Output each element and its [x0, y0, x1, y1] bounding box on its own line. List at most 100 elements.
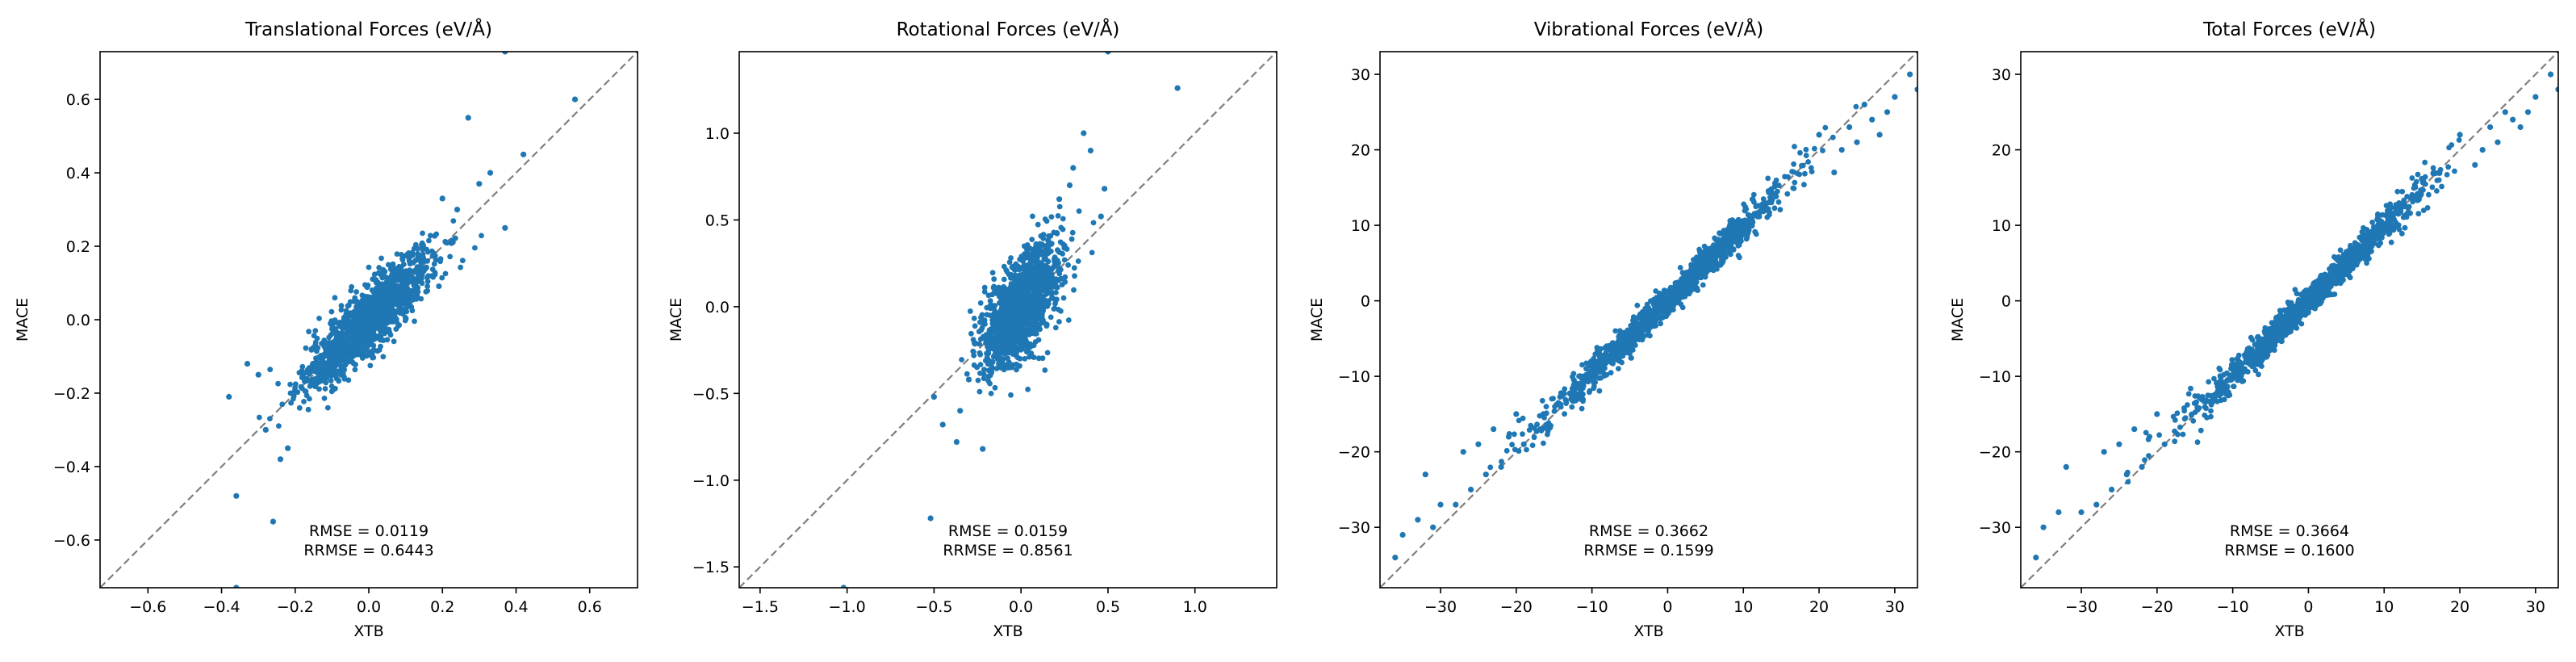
data-point — [1018, 287, 1025, 294]
data-point — [1042, 298, 1048, 304]
data-point — [1593, 358, 1600, 365]
data-point — [1591, 383, 1597, 389]
data-point — [1679, 280, 1686, 286]
data-point — [380, 323, 387, 329]
data-point — [343, 345, 349, 350]
data-point — [330, 387, 337, 392]
data-point — [306, 365, 312, 371]
data-point — [344, 340, 350, 346]
data-point — [1010, 329, 1016, 336]
data-point — [385, 292, 391, 299]
data-point — [1799, 162, 1804, 169]
data-point — [2177, 424, 2183, 430]
y-tick-label: 10 — [1351, 217, 1370, 235]
data-point — [1071, 287, 1077, 293]
x-tick-label: 1.0 — [1183, 598, 1207, 616]
data-point — [1791, 186, 1797, 191]
data-point — [1012, 293, 1018, 300]
data-point — [306, 371, 312, 377]
data-point — [458, 264, 463, 270]
data-point — [2436, 177, 2442, 183]
data-point — [1052, 298, 1059, 304]
data-point — [1713, 265, 1720, 271]
data-point — [364, 305, 370, 311]
data-point — [386, 279, 392, 284]
data-point — [351, 336, 358, 342]
data-point — [412, 288, 418, 295]
data-point — [1039, 284, 1045, 291]
data-point — [1040, 232, 1047, 237]
data-point — [1580, 379, 1587, 386]
data-point — [1050, 275, 1056, 282]
data-point — [1061, 242, 1068, 249]
data-point — [1045, 270, 1052, 276]
data-point — [1068, 236, 1075, 242]
data-point — [366, 335, 372, 341]
data-point — [990, 318, 996, 324]
data-point — [1001, 263, 1007, 270]
data-point — [341, 349, 347, 354]
data-point — [1415, 517, 1421, 523]
data-point — [338, 303, 345, 309]
data-point — [267, 416, 273, 421]
data-point — [1031, 301, 1036, 308]
data-point — [1487, 464, 1494, 471]
data-point — [1043, 289, 1050, 295]
data-point — [1771, 183, 1778, 190]
data-point — [1604, 346, 1610, 353]
data-point — [1011, 287, 1017, 293]
data-point — [1736, 234, 1742, 241]
data-point — [356, 325, 362, 332]
data-point — [2434, 188, 2440, 194]
data-point — [989, 270, 996, 276]
data-point — [314, 348, 320, 354]
data-point — [965, 376, 972, 383]
data-point — [296, 370, 303, 375]
data-point — [418, 260, 424, 266]
x-tick-label: 0.6 — [578, 598, 602, 616]
data-point — [2143, 429, 2149, 436]
data-point — [1056, 203, 1063, 210]
data-point — [390, 319, 395, 325]
data-point — [1512, 431, 1517, 438]
data-point — [1701, 243, 1708, 249]
data-point — [1792, 144, 1797, 149]
data-point — [1616, 328, 1623, 334]
data-point — [267, 367, 274, 373]
data-point — [399, 256, 405, 262]
data-point — [348, 287, 354, 294]
data-point — [977, 300, 984, 306]
chart-title: Translational Forces (eV/Å) — [245, 18, 492, 40]
data-point — [1422, 471, 1428, 478]
data-point — [307, 396, 312, 402]
data-point — [487, 170, 494, 176]
x-tick-label: 0.4 — [504, 598, 528, 616]
data-point — [1014, 326, 1020, 333]
data-point — [352, 367, 358, 373]
data-point — [1035, 221, 1041, 228]
data-point — [320, 365, 326, 371]
data-point — [1764, 214, 1771, 220]
data-point — [1533, 429, 1540, 434]
data-point — [1545, 431, 1550, 438]
data-point — [1042, 248, 1048, 253]
data-point — [1665, 300, 1671, 306]
data-point — [1750, 218, 1756, 224]
data-point — [1717, 230, 1722, 237]
data-point — [1032, 258, 1039, 264]
data-point — [345, 358, 351, 365]
data-point — [326, 334, 332, 341]
data-point — [1543, 404, 1549, 410]
data-point — [288, 400, 294, 406]
y-tick-label: −0.2 — [53, 385, 90, 403]
data-point — [348, 310, 354, 316]
data-point — [985, 350, 992, 357]
data-point — [1538, 428, 1545, 434]
data-point — [1733, 239, 1739, 245]
rrmse-annotation: RRMSE = 0.1599 — [1583, 542, 1713, 559]
panel-1: −0.6 −0.4 −0.2 0.0 0.2 0.4 0.6−0.6−0.4−0.20.00… — [14, 18, 638, 640]
data-point — [991, 276, 997, 283]
data-point — [373, 277, 379, 283]
data-point — [1775, 199, 1782, 205]
data-point — [1061, 257, 1068, 263]
